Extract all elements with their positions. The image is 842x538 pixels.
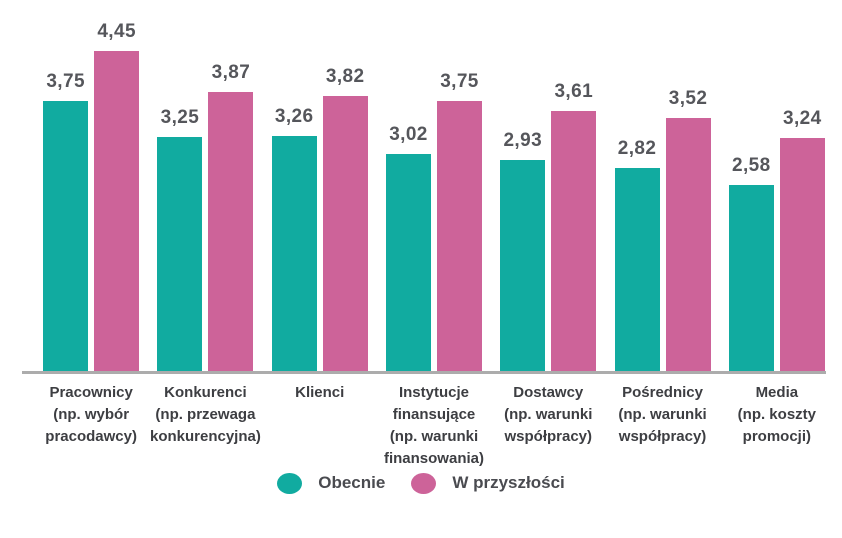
bar-group: 3,25 3,87 — [148, 0, 262, 371]
legend-marker-przyszlosc-icon — [411, 472, 437, 494]
bar-with-label: 3,61 — [551, 81, 597, 371]
bar-with-label: 3,75 — [43, 71, 89, 371]
bar-with-label: 3,52 — [665, 87, 711, 371]
bar-pair: 2,58 3,24 — [728, 107, 825, 371]
bar-pair: 3,26 3,82 — [271, 66, 368, 371]
bar-with-label: 3,02 — [385, 123, 431, 371]
bar-group: 2,82 3,52 — [605, 0, 719, 371]
value-label: 3,26 — [274, 106, 314, 128]
category-label: Media (np. koszty promocji) — [737, 384, 816, 445]
bar-pair: 3,75 4,45 — [43, 20, 140, 371]
bar-with-label: 2,82 — [614, 138, 660, 371]
bar-przyszlosc — [779, 137, 825, 371]
value-label: 3,24 — [783, 107, 822, 129]
bar-pair: 3,02 3,75 — [385, 71, 482, 371]
bar-przyszlosc — [665, 117, 711, 371]
legend-label: Obecnie — [318, 473, 386, 492]
bar-obecnie — [385, 153, 431, 371]
bar-przyszlosc — [551, 111, 597, 371]
value-label: 3,02 — [389, 123, 428, 145]
bar-obecnie — [728, 185, 774, 371]
bar-with-label: 3,82 — [322, 66, 368, 371]
legend-marker-obecnie-icon — [277, 472, 303, 494]
bar-przyszlosc — [322, 96, 368, 371]
bar-przyszlosc — [436, 101, 482, 371]
value-label: 2,58 — [732, 155, 771, 177]
value-label: 3,82 — [325, 66, 365, 87]
bar-przyszlosc — [208, 92, 254, 371]
bar-obecnie — [157, 137, 203, 371]
bar-with-label: 4,45 — [94, 20, 140, 371]
bar-obecnie — [43, 101, 89, 371]
bar-przyszlosc — [94, 50, 140, 371]
bar-pair: 2,82 3,52 — [614, 87, 711, 371]
legend: Obecnie W przyszłości — [0, 470, 842, 496]
category-label: Instytucje finansujące (np. warunki fina… — [383, 384, 484, 467]
bar-group: 3,26 3,82 — [263, 0, 377, 371]
value-label: 3,25 — [160, 107, 200, 128]
bar-group: 3,75 4,45 — [34, 0, 148, 371]
value-label: 3,61 — [554, 81, 594, 103]
bar-group: 3,02 3,75 — [377, 0, 491, 371]
bar-with-label: 3,24 — [779, 107, 825, 371]
value-label: 4,45 — [97, 20, 136, 42]
bar-obecnie — [271, 136, 317, 371]
value-label: 3,87 — [211, 62, 251, 84]
bar-group: 2,93 3,61 — [491, 0, 605, 371]
bar-group: 2,58 3,24 — [720, 0, 834, 371]
category-label: Pracownicy (np. wybór pracodawcy) — [45, 384, 137, 445]
legend-item: W przyszłości — [411, 472, 565, 494]
bar-obecnie — [614, 168, 660, 371]
bar-obecnie — [500, 160, 546, 371]
value-label: 3,52 — [668, 87, 708, 109]
bar-with-label: 3,87 — [208, 62, 254, 371]
bar-pair: 3,25 3,87 — [157, 62, 254, 371]
value-label: 2,93 — [503, 130, 543, 151]
legend-item: Obecnie — [277, 472, 386, 494]
bar-with-label: 3,75 — [436, 71, 482, 371]
category-label: Pośrednicy (np. warunki współpracy) — [618, 384, 707, 445]
bar-with-label: 2,58 — [728, 155, 774, 371]
category-label: Klienci — [295, 384, 345, 401]
category-label: Konkurenci (np. przewaga konkurencyjna) — [149, 384, 261, 445]
value-label: 3,75 — [440, 71, 479, 92]
value-label: 2,82 — [617, 138, 657, 159]
x-axis-line — [22, 371, 826, 374]
value-label: 3,75 — [46, 71, 85, 92]
bar-with-label: 2,93 — [500, 130, 546, 371]
bar-with-label: 3,26 — [271, 106, 317, 371]
legend-label: W przyszłości — [452, 473, 565, 492]
bar-with-label: 3,25 — [157, 107, 203, 371]
category-label: Dostawcy (np. warunki współpracy) — [504, 384, 593, 445]
bar-pair: 2,93 3,61 — [500, 81, 597, 371]
x-axis-labels: Pracownicy (np. wybór pracodawcy) Konkure… — [34, 382, 834, 470]
plot-area: 3,75 4,45 3,25 3,87 3,26 3,82 3,02 3,75 2,93 3,61… — [34, 0, 834, 371]
